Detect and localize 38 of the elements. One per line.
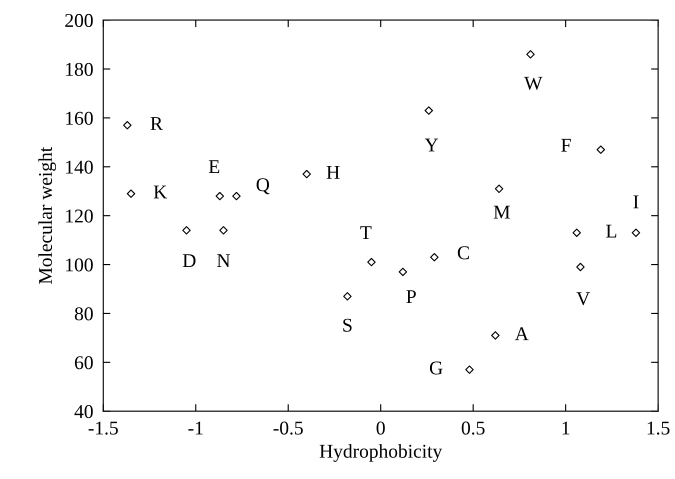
y-tick-label: 200	[65, 14, 93, 28]
y-tick-label: 80	[74, 307, 93, 320]
annotation: H	[326, 166, 340, 179]
y-tick-label: 60	[74, 356, 93, 370]
y-axis-title: Molecular weight	[38, 146, 56, 284]
x-tick-label: 0.5	[462, 422, 485, 435]
x-tick-label: 1	[562, 422, 570, 434]
x-tick-label: 1.5	[648, 422, 670, 435]
annotation: P	[406, 290, 416, 303]
y-tick-label: 40	[74, 405, 93, 418]
x-tick-label: -0.5	[274, 422, 303, 435]
annotation: C	[458, 246, 469, 260]
annotation: W	[524, 76, 542, 90]
x-axis-title: Hydrophobicity	[320, 444, 442, 462]
x-tick-label: 0	[376, 422, 385, 435]
annotation: T	[360, 226, 372, 240]
annotation: E	[208, 160, 220, 174]
annotation: N	[217, 254, 230, 267]
y-tick-label: 180	[66, 62, 93, 76]
x-tick-label: -1.5	[88, 422, 118, 435]
y-tick-label: 100	[66, 258, 93, 272]
y-tick-label: 160	[66, 112, 93, 125]
annotation: R	[150, 117, 163, 130]
annotation: I	[633, 196, 638, 208]
y-tick-label: 140	[66, 160, 93, 174]
annotation: F	[561, 138, 571, 152]
y-tick-label: 120	[66, 209, 93, 223]
annotation: G	[430, 361, 443, 375]
annotation: S	[343, 318, 352, 332]
annotation: L	[606, 224, 616, 238]
annotation: V	[576, 292, 590, 306]
annotation: D	[182, 254, 196, 267]
annotation: A	[514, 327, 529, 340]
x-tick-label: -1	[188, 422, 203, 434]
annotation: Y	[424, 138, 438, 152]
annotation: K	[154, 186, 168, 198]
annotation: M	[494, 206, 510, 218]
annotation: Q	[256, 178, 270, 194]
